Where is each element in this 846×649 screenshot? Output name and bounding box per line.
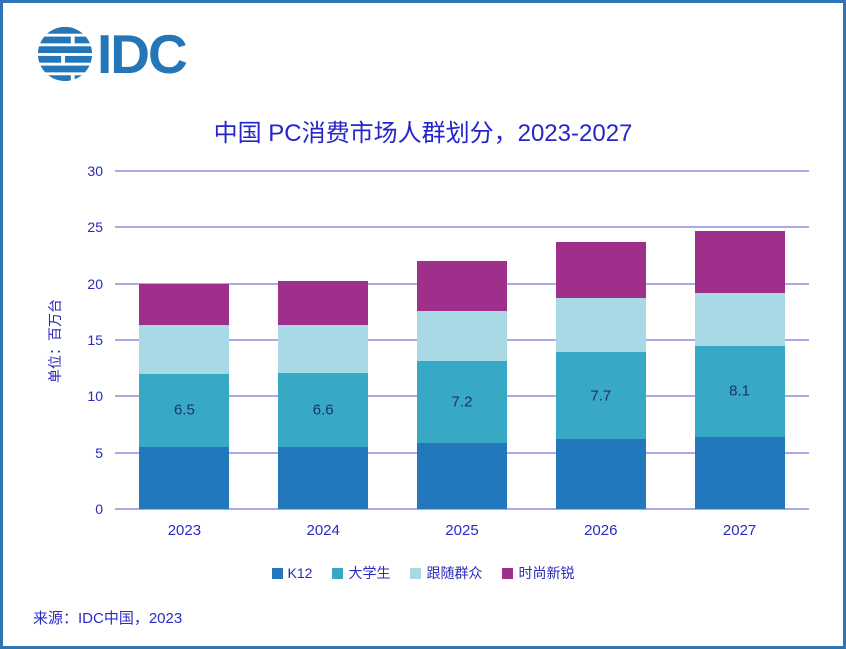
bar-segment-大学生: 7.2	[416, 361, 507, 443]
bar-column-2025: 7.2	[393, 171, 532, 509]
legend-item-跟随群众: 跟随群众	[410, 563, 482, 583]
idc-wordmark: IDC	[97, 23, 188, 85]
bar-segment-跟随群众	[278, 325, 369, 373]
legend-swatch-icon	[271, 567, 283, 579]
source-note: 来源：IDC中国，2023	[33, 610, 183, 627]
gridline	[115, 170, 809, 172]
legend-swatch-icon	[332, 567, 344, 579]
stacked-bar-2024: 6.6	[278, 281, 369, 509]
bar-segment-跟随群众	[139, 325, 230, 374]
bar-value-label: 6.6	[312, 401, 334, 419]
bar-value-label: 7.7	[590, 387, 612, 405]
y-tick-label: 30	[87, 163, 103, 179]
bar-segment-大学生: 7.7	[555, 352, 646, 440]
bar-segment-K12	[139, 447, 230, 509]
bar-segment-时尚新锐	[555, 242, 646, 299]
bar-segment-大学生: 6.5	[139, 373, 230, 448]
bar-segment-时尚新锐	[694, 230, 785, 293]
bar-value-label: 8.1	[729, 382, 751, 400]
plot-area: 6.5 6.6 7.2 7.7 8.1	[115, 170, 809, 510]
bar-segment-大学生: 8.1	[694, 345, 785, 437]
x-tick-label: 2025	[445, 522, 479, 539]
y-tick-label: 20	[87, 275, 103, 292]
bar-segment-K12	[416, 442, 507, 509]
y-tick-label: 10	[87, 388, 103, 405]
bar-segment-跟随群众	[416, 310, 507, 362]
legend-item-时尚新锐: 时尚新锐	[502, 563, 574, 583]
bar-column-2024: 6.6	[254, 171, 393, 509]
bar-segment-时尚新锐	[278, 281, 369, 326]
legend-item-大学生: 大学生	[332, 563, 390, 583]
legend-label: 大学生	[348, 565, 391, 581]
idc-globe-icon	[37, 26, 93, 82]
bar-column-2027: 8.1	[670, 171, 809, 509]
bar-segment-大学生: 6.6	[278, 372, 369, 448]
bar-segment-时尚新锐	[139, 283, 230, 326]
bar-column-2023: 6.5	[115, 171, 254, 509]
x-tick-label: 2023	[167, 522, 202, 539]
bar-segment-K12	[278, 447, 369, 509]
y-tick-label: 15	[87, 332, 103, 348]
idc-logo: IDC	[36, 23, 188, 85]
gridline	[115, 226, 809, 229]
y-tick-label: 5	[95, 444, 103, 461]
stacked-bar-2025: 7.2	[416, 261, 507, 509]
gridline	[115, 508, 809, 510]
legend-label: 跟随群众	[426, 565, 483, 581]
bar-value-label: 7.2	[451, 393, 473, 411]
x-axis-labels: 2023 2024 2025 2026 2027	[115, 522, 809, 539]
bar-value-label: 6.5	[173, 401, 195, 419]
stacked-bar-2023: 6.5	[139, 283, 230, 509]
x-tick-label: 2024	[306, 522, 340, 539]
bars-layer: 6.5 6.6 7.2 7.7 8.1	[115, 171, 809, 509]
y-axis-ticks: 0 5 10 15 20 25 30	[55, 163, 103, 517]
bar-segment-跟随群众	[555, 298, 646, 353]
legend-swatch-icon	[502, 567, 514, 579]
stacked-bar-2027: 8.1	[694, 230, 785, 509]
bar-segment-K12	[694, 436, 785, 509]
legend-item-K12: K12	[271, 565, 313, 581]
bar-column-2026: 7.7	[531, 171, 670, 509]
legend: K12 大学生 跟随群众 时尚新锐	[3, 563, 843, 583]
y-tick-label: 0	[95, 501, 103, 517]
bar-segment-跟随群众	[694, 292, 785, 346]
legend-swatch-icon	[410, 567, 422, 579]
stacked-bar-2026: 7.7	[555, 242, 646, 509]
bar-segment-K12	[555, 439, 646, 509]
y-tick-label: 25	[87, 219, 103, 236]
x-tick-label: 2027	[722, 522, 757, 539]
x-tick-label: 2026	[584, 522, 618, 539]
legend-label: K12	[287, 565, 313, 581]
legend-label: 时尚新锐	[518, 565, 575, 581]
bar-segment-时尚新锐	[416, 261, 507, 311]
chart-title: 中国 PC消费市场人群划分，2023-2027	[213, 120, 633, 147]
